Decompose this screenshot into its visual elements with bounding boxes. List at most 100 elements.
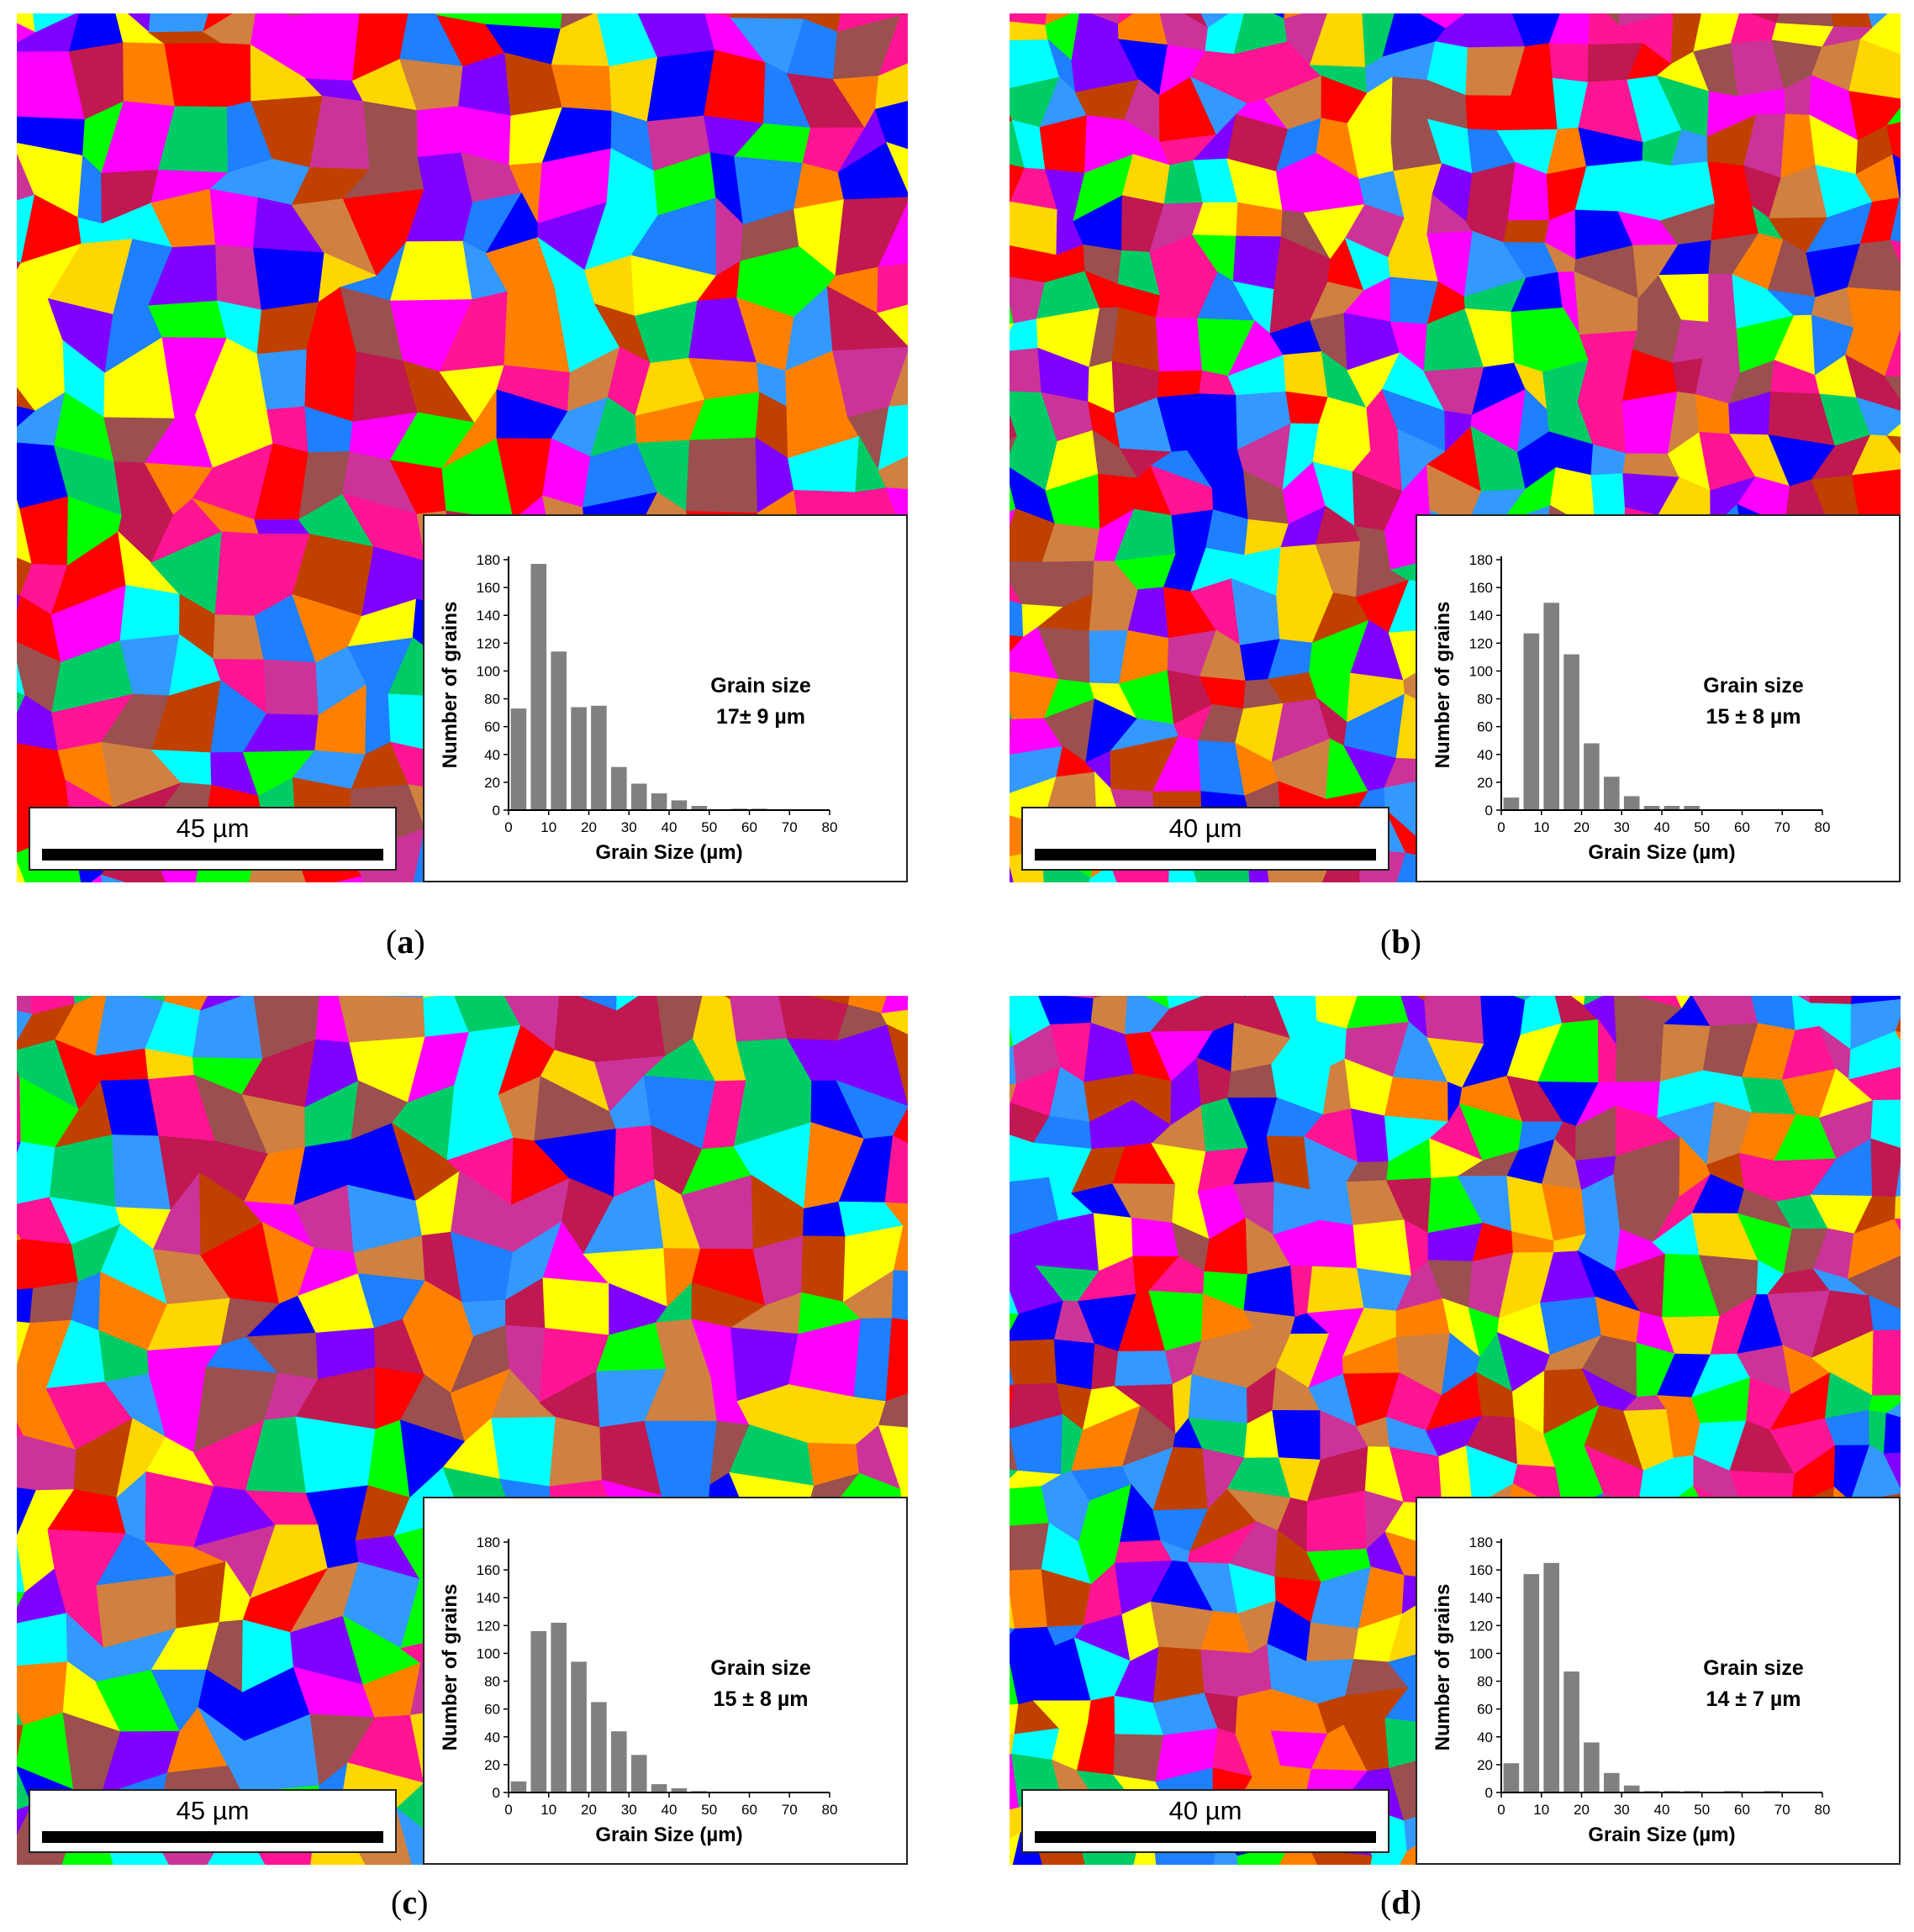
caption-c: (c) (391, 1883, 429, 1921)
x-tick-label: 50 (1694, 819, 1710, 835)
grain (1113, 1734, 1164, 1783)
x-tick-label: 60 (741, 819, 757, 835)
grain (542, 1277, 610, 1336)
grain (1010, 347, 1042, 394)
histogram-bar (1643, 806, 1660, 810)
histogram-bar (611, 766, 627, 810)
grain (1895, 1017, 1901, 1034)
x-tick-label: 70 (1774, 819, 1790, 835)
y-tick-label: 160 (477, 580, 500, 596)
histogram-bar (671, 1788, 688, 1792)
grain (1884, 376, 1901, 400)
y-tick-label: 40 (484, 1729, 500, 1745)
histogram-bar (591, 1702, 607, 1792)
y-tick-label: 180 (477, 1535, 500, 1550)
x-tick-label: 30 (621, 819, 637, 835)
grain (17, 406, 37, 429)
grain (1847, 240, 1901, 292)
histogram-bar (630, 1755, 647, 1792)
y-tick-label: 0 (1485, 803, 1493, 819)
histogram-bar (510, 708, 527, 810)
x-tick-label: 20 (581, 1802, 597, 1818)
y-tick-label: 60 (484, 719, 500, 735)
x-tick-label: 30 (1614, 819, 1630, 835)
y-tick-label: 40 (484, 747, 500, 763)
grain (1844, 354, 1901, 412)
y-tick-label: 160 (1469, 1562, 1493, 1578)
grain (549, 1416, 603, 1487)
x-tick-label: 80 (822, 819, 838, 835)
histogram-bar (530, 1631, 547, 1792)
y-axis-label: Number of grains (439, 1584, 461, 1751)
scale-label-a: 45 µm (176, 813, 250, 843)
x-tick-label: 40 (1654, 819, 1670, 835)
scale-label-c: 45 µm (176, 1796, 250, 1825)
grain (853, 1318, 893, 1403)
histogram-bar (1604, 1772, 1620, 1792)
y-axis-label: Number of grains (439, 602, 461, 769)
scale-bar-a: 45 µm (29, 807, 397, 871)
grain (1870, 1099, 1901, 1149)
grain (361, 875, 372, 882)
grain (1305, 1622, 1359, 1663)
x-tick-label: 10 (540, 1802, 556, 1818)
grain (878, 1424, 908, 1491)
x-tick-label: 40 (662, 1802, 678, 1818)
caption-a: (a) (386, 923, 425, 961)
grain (878, 455, 908, 491)
grain (1502, 219, 1551, 244)
x-tick-label: 40 (1654, 1802, 1670, 1818)
x-axis-label: Grain Size (µm) (1588, 1824, 1735, 1846)
histogram-bar (691, 806, 708, 810)
grain-size-title: Grain size (710, 674, 811, 698)
histogram-bar (1563, 654, 1579, 810)
scale-bar-line-a (42, 849, 383, 861)
grain (730, 996, 752, 1002)
histogram-bar (1684, 806, 1700, 810)
x-tick-label: 70 (782, 819, 798, 835)
grain (1850, 996, 1901, 1005)
y-tick-label: 140 (1469, 1590, 1493, 1606)
histogram-bar (651, 1784, 667, 1792)
grain (880, 996, 908, 1014)
x-tick-label: 60 (741, 1802, 757, 1818)
y-tick-label: 40 (1477, 747, 1493, 763)
x-axis-label: Grain Size (µm) (595, 841, 742, 864)
grain (1010, 1569, 1048, 1629)
grain-size-value: 14 ± 7 µm (1706, 1687, 1801, 1711)
grain (1306, 1490, 1368, 1553)
grain (338, 996, 426, 1044)
y-tick-label: 40 (1477, 1729, 1493, 1745)
y-axis-label: Number of grains (1432, 602, 1454, 769)
caption-letter-a: a (397, 923, 414, 961)
y-tick-label: 0 (493, 1785, 500, 1801)
histogram-bar (1503, 798, 1520, 810)
y-tick-label: 160 (477, 1562, 500, 1578)
scale-bar-b: 40 µm (1021, 807, 1389, 871)
grain (885, 141, 908, 192)
x-tick-label: 0 (1497, 1802, 1505, 1818)
grain (295, 1416, 377, 1494)
histogram-d: 0 10 20 30 40 50 60 70 80 0 20 40 60 80 100 120 140 160 18… (1432, 1535, 1830, 1846)
y-tick-label: 80 (484, 1674, 500, 1690)
scale-bar-line-d (1035, 1831, 1376, 1843)
grain (1851, 469, 1901, 528)
histogram-inset-b: 0 10 20 30 40 50 60 70 80 0 20 40 60 80 100 120 140 160 18… (1416, 514, 1901, 882)
x-tick-label: 0 (1497, 819, 1505, 835)
grain-size-value: 15 ± 8 µm (1706, 705, 1801, 729)
x-tick-label: 50 (701, 819, 717, 835)
grain (1200, 13, 1231, 29)
grain (1870, 1138, 1901, 1198)
x-tick-label: 10 (1533, 1802, 1549, 1818)
grain (836, 1024, 908, 1107)
grain (1872, 1329, 1901, 1397)
y-tick-label: 180 (1469, 552, 1493, 568)
grain (878, 202, 908, 268)
scale-label-b: 40 µm (1168, 813, 1242, 843)
y-tick-label: 140 (477, 608, 500, 624)
grain (1847, 1256, 1901, 1310)
grain (17, 23, 37, 44)
grain (1352, 1219, 1412, 1277)
grain (892, 1107, 908, 1145)
y-tick-label: 100 (477, 663, 500, 679)
